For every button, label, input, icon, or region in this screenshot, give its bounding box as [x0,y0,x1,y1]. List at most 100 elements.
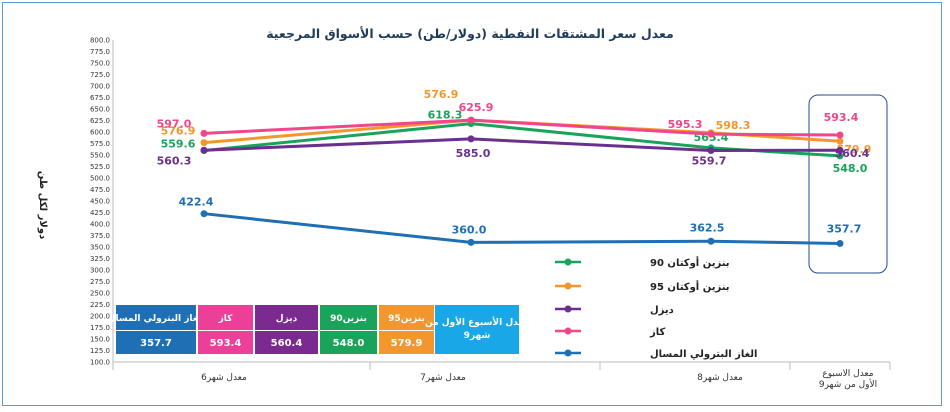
y-tick-label: 325.0 [90,255,110,263]
data-label: 548.0 [833,162,868,175]
series-line [203,137,841,153]
table-header-cell [116,305,196,330]
table-header-cell [198,305,253,330]
data-point [707,130,715,138]
table-row-header-cell [435,305,519,354]
y-tick-label: 100.0 [90,359,110,367]
data-label: 576.9 [161,125,196,138]
data-label: 357.7 [827,222,862,235]
data-label: 559.7 [692,155,727,168]
legend-label: بنزين أوكتان 95 [650,280,730,293]
data-label: 595.3 [668,118,703,131]
series-line [203,122,841,158]
table-header-label: ديزل [276,314,298,324]
legend-marker [564,349,572,357]
table-header-cell [255,305,318,330]
y-tick-label: 475.0 [90,186,110,194]
legend-marker [564,305,572,313]
table-value: 560.4 [271,338,303,349]
table-header-label: بنزين95 [388,314,425,324]
table-header-cell [320,305,377,330]
data-point [836,131,844,139]
y-tick-label: 425.0 [90,209,110,217]
table-header-label: بنزين90 [330,314,367,324]
y-tick-label: 675.0 [90,94,110,102]
data-label: 559.6 [161,138,196,151]
series-line [203,212,841,245]
data-label: 362.5 [690,221,725,234]
table-value: 548.0 [333,338,365,349]
x-tick-label: معدل شهر6 [201,373,247,383]
data-label: 593.4 [824,111,859,124]
y-tick-label: 250.0 [90,290,110,298]
data-point [707,147,715,155]
data-point [200,129,208,137]
y-tick-label: 275.0 [90,278,110,286]
data-point [200,146,208,154]
y-tick-label: 575.0 [90,140,110,148]
data-point [200,210,208,218]
table-value-cell [320,331,377,354]
y-tick-label: 125.0 [90,347,110,355]
highlight-box [808,94,888,274]
table-value: 593.4 [210,338,242,349]
data-label: 618.3 [428,109,463,122]
table-header-label: كاز [218,314,234,324]
table-header-cell [379,305,434,330]
table-header-label: الغاز البترولي المسال [108,314,205,324]
data-label: 625.9 [459,101,494,114]
x-tick-label: معدل شهر7 [420,373,466,383]
y-tick-label: 175.0 [90,324,110,332]
y-tick-label: 450.0 [90,198,110,206]
y-tick-label: 650.0 [90,106,110,114]
data-label: 585.0 [456,147,491,160]
data-point [836,239,844,247]
data-label: 597.0 [157,117,192,130]
data-label: 560.3 [157,154,192,167]
table-value-cell [198,331,253,354]
y-tick-label: 225.0 [90,301,110,309]
y-axis-label: دولار لكل طن [37,171,48,239]
legend-label: الغاز البترولي المسال [650,349,757,360]
x-tick-label: الأول من شهر9 [819,378,877,390]
y-tick-label: 350.0 [90,244,110,252]
legend-label: بنزين أوكتان 90 [650,256,730,269]
series-line [203,118,841,137]
table-row-header-label: شهر9 [464,331,491,341]
chart-title: معدل سعر المشتقات النفطية (دولار/طن) حسب… [266,26,674,41]
data-point [200,139,208,147]
y-tick-label: 375.0 [90,232,110,240]
y-tick-label: 600.0 [90,129,110,137]
y-tick-label: 500.0 [90,175,110,183]
y-tick-label: 525.0 [90,163,110,171]
chart-frame [2,2,942,406]
table-value-cell [255,331,318,354]
data-point [707,237,715,245]
x-tick-label: معدل شهر8 [697,373,743,383]
y-tick-label: 300.0 [90,267,110,275]
legend-marker [564,258,572,266]
table-value-cell [116,331,196,354]
data-point [836,146,844,154]
y-tick-label: 750.0 [90,60,110,68]
x-tick-label: معدل الاسبوع [822,369,873,379]
data-label: 576.9 [424,88,459,101]
y-tick-label: 725.0 [90,71,110,79]
table-value: 357.7 [140,338,172,349]
table-row-header-label: معدل الأسبوع الأول من [425,316,529,328]
data-label: 598.3 [716,119,751,132]
table-value: 579.9 [391,338,423,349]
legend-marker [564,327,572,335]
y-tick-label: 775.0 [90,48,110,56]
data-label: 422.4 [179,196,214,209]
data-label: 579.9 [837,143,872,156]
legend-label: ديزل [650,305,674,316]
y-tick-label: 700.0 [90,83,110,91]
data-point [836,152,844,160]
data-label: 560.4 [835,147,870,160]
y-tick-label: 200.0 [90,313,110,321]
legend-marker [564,282,572,290]
y-tick-label: 400.0 [90,221,110,229]
y-tick-label: 550.0 [90,152,110,160]
